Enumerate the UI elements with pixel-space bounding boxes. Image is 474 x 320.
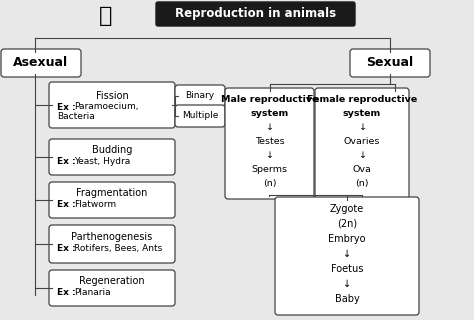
Text: Parthenogenesis: Parthenogenesis	[72, 232, 153, 242]
FancyBboxPatch shape	[350, 49, 430, 77]
Text: Bacteria: Bacteria	[57, 112, 95, 121]
FancyBboxPatch shape	[1, 49, 81, 77]
FancyBboxPatch shape	[275, 197, 419, 315]
FancyBboxPatch shape	[49, 82, 175, 128]
Text: Yeast, Hydra: Yeast, Hydra	[74, 157, 130, 166]
Text: Sexual: Sexual	[366, 57, 413, 69]
Text: Female reproductive: Female reproductive	[307, 95, 417, 104]
Text: Zygote: Zygote	[330, 204, 364, 214]
Text: Binary: Binary	[185, 92, 215, 100]
Text: ↓: ↓	[343, 249, 351, 259]
Text: Budding: Budding	[92, 145, 132, 156]
Text: Ova: Ova	[353, 165, 372, 174]
Text: Male reproductive: Male reproductive	[221, 95, 318, 104]
Text: Ovaries: Ovaries	[344, 137, 380, 146]
FancyBboxPatch shape	[49, 182, 175, 218]
Text: Multiple: Multiple	[182, 111, 218, 121]
FancyBboxPatch shape	[61, 1, 151, 31]
Text: Asexual: Asexual	[13, 57, 69, 69]
Text: Planaria: Planaria	[74, 288, 110, 297]
Text: Fragmentation: Fragmentation	[76, 188, 148, 198]
Text: ↓: ↓	[358, 123, 366, 132]
Text: Ex :: Ex :	[57, 157, 76, 166]
Text: Ex :: Ex :	[57, 102, 76, 111]
FancyBboxPatch shape	[175, 85, 225, 107]
FancyBboxPatch shape	[49, 225, 175, 263]
Text: ↓: ↓	[343, 279, 351, 289]
Text: (2n): (2n)	[337, 219, 357, 229]
Text: system: system	[343, 109, 381, 118]
FancyBboxPatch shape	[315, 88, 409, 199]
Text: Testes: Testes	[255, 137, 284, 146]
Text: Rotifers, Bees, Ants: Rotifers, Bees, Ants	[74, 244, 162, 253]
Text: Regeneration: Regeneration	[79, 276, 145, 286]
Text: Fission: Fission	[96, 91, 128, 101]
FancyBboxPatch shape	[156, 2, 355, 26]
FancyBboxPatch shape	[175, 105, 225, 127]
Text: system: system	[250, 109, 289, 118]
Text: Ex :: Ex :	[57, 244, 76, 253]
Text: Ex :: Ex :	[57, 288, 76, 297]
Text: Paramoecium,: Paramoecium,	[74, 102, 138, 111]
Text: Reproduction in animals: Reproduction in animals	[175, 7, 336, 20]
FancyBboxPatch shape	[225, 88, 314, 199]
Text: Ex :: Ex :	[57, 200, 76, 209]
Text: 🦁: 🦁	[100, 6, 113, 26]
Text: ↓: ↓	[265, 123, 273, 132]
Text: Sperms: Sperms	[252, 165, 288, 174]
FancyBboxPatch shape	[49, 270, 175, 306]
Text: Embryo: Embryo	[328, 234, 366, 244]
Text: Flatworm: Flatworm	[74, 200, 116, 209]
Text: ↓: ↓	[265, 151, 273, 160]
Text: (n): (n)	[263, 179, 276, 188]
Text: (n): (n)	[355, 179, 369, 188]
Text: ↓: ↓	[358, 151, 366, 160]
Text: Foetus: Foetus	[331, 264, 363, 274]
Text: Baby: Baby	[335, 293, 359, 304]
FancyBboxPatch shape	[49, 139, 175, 175]
